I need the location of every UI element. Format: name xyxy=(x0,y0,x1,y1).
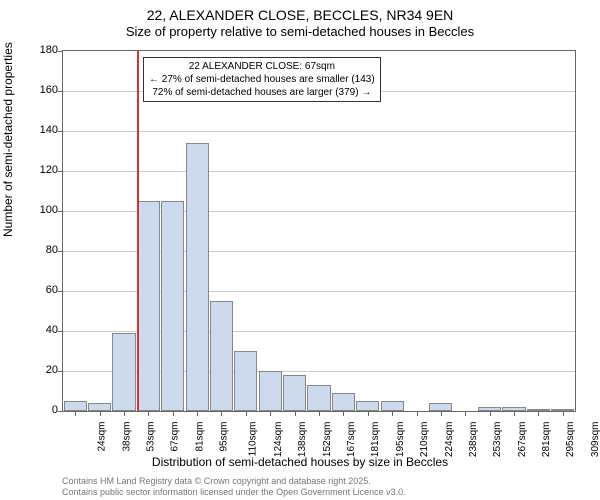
x-tick-label: 281sqm xyxy=(541,422,552,458)
y-tick xyxy=(58,371,63,372)
x-tick xyxy=(465,411,466,416)
x-tick-label: 195sqm xyxy=(395,422,406,458)
x-tick xyxy=(221,411,222,416)
x-tick-label: 295sqm xyxy=(566,422,577,458)
histogram-bar xyxy=(186,143,209,411)
x-tick-label: 167sqm xyxy=(346,422,357,458)
x-tick xyxy=(343,411,344,416)
x-tick-label: 24sqm xyxy=(97,422,108,452)
x-tick-label: 267sqm xyxy=(517,422,528,458)
y-tick-label: 100 xyxy=(28,204,58,216)
x-tick xyxy=(75,411,76,416)
x-tick-label: 210sqm xyxy=(419,422,430,458)
histogram-bar xyxy=(259,371,282,411)
x-tick-label: 67sqm xyxy=(170,422,181,452)
y-tick-label: 0 xyxy=(28,404,58,416)
y-tick xyxy=(58,51,63,52)
x-tick-label: 38sqm xyxy=(121,422,132,452)
y-tick-label: 80 xyxy=(28,244,58,256)
x-tick xyxy=(197,411,198,416)
y-tick xyxy=(58,251,63,252)
reference-line xyxy=(137,51,139,411)
x-tick-label: 53sqm xyxy=(145,422,156,452)
histogram-bar xyxy=(161,201,184,411)
histogram-bar xyxy=(210,301,233,411)
x-tick xyxy=(100,411,101,416)
y-tick-label: 40 xyxy=(28,324,58,336)
histogram-bar xyxy=(88,403,111,411)
histogram-bar xyxy=(429,403,452,411)
histogram-bar xyxy=(381,401,404,411)
y-tick xyxy=(58,91,63,92)
x-tick-label: 138sqm xyxy=(297,422,308,458)
x-tick xyxy=(392,411,393,416)
histogram-bar xyxy=(356,401,379,411)
x-tick xyxy=(148,411,149,416)
annotation-line1: 22 ALEXANDER CLOSE: 67sqm xyxy=(149,60,375,73)
x-tick-label: 124sqm xyxy=(273,422,284,458)
x-tick xyxy=(538,411,539,416)
plot-area: 24sqm38sqm53sqm67sqm81sqm95sqm110sqm124s… xyxy=(62,50,576,412)
x-tick-label: 309sqm xyxy=(590,422,600,458)
y-tick xyxy=(58,411,63,412)
histogram-bar xyxy=(64,401,87,411)
chart-subtitle: Size of property relative to semi-detach… xyxy=(0,24,600,43)
y-tick-label: 60 xyxy=(28,284,58,296)
annotation-line2: ← 27% of semi-detached houses are smalle… xyxy=(149,73,375,86)
y-tick-label: 20 xyxy=(28,364,58,376)
x-tick xyxy=(490,411,491,416)
histogram-bar xyxy=(234,351,257,411)
x-tick-label: 253sqm xyxy=(492,422,503,458)
y-axis-label: Number of semi-detached properties xyxy=(1,42,15,237)
x-tick xyxy=(441,411,442,416)
gridline xyxy=(63,131,575,132)
footer-attribution: Contains HM Land Registry data © Crown c… xyxy=(62,476,406,498)
x-tick xyxy=(124,411,125,416)
y-tick-label: 180 xyxy=(28,44,58,56)
x-tick xyxy=(563,411,564,416)
x-tick-label: 152sqm xyxy=(322,422,333,458)
x-tick xyxy=(246,411,247,416)
footer-line2: Contains public sector information licen… xyxy=(62,487,406,498)
x-tick-label: 238sqm xyxy=(468,422,479,458)
x-tick xyxy=(173,411,174,416)
x-tick-label: 81sqm xyxy=(194,422,205,452)
y-tick xyxy=(58,131,63,132)
x-tick-label: 110sqm xyxy=(248,422,259,457)
y-tick xyxy=(58,331,63,332)
chart-title: 22, ALEXANDER CLOSE, BECCLES, NR34 9EN xyxy=(0,0,600,24)
histogram-bar xyxy=(137,201,160,411)
y-tick xyxy=(58,291,63,292)
annotation-box: 22 ALEXANDER CLOSE: 67sqm ← 27% of semi-… xyxy=(143,57,381,102)
x-tick-label: 181sqm xyxy=(370,422,381,458)
histogram-bar xyxy=(307,385,330,411)
x-tick-label: 95sqm xyxy=(219,422,230,452)
y-tick-label: 120 xyxy=(28,164,58,176)
x-tick xyxy=(417,411,418,416)
y-tick xyxy=(58,211,63,212)
histogram-bar xyxy=(332,393,355,411)
y-tick-label: 140 xyxy=(28,124,58,136)
histogram-bar xyxy=(112,333,135,411)
y-tick xyxy=(58,171,63,172)
x-tick xyxy=(295,411,296,416)
annotation-line3: 72% of semi-detached houses are larger (… xyxy=(149,86,375,99)
x-tick xyxy=(514,411,515,416)
x-tick xyxy=(319,411,320,416)
gridline xyxy=(63,171,575,172)
histogram-bar xyxy=(283,375,306,411)
footer-line1: Contains HM Land Registry data © Crown c… xyxy=(62,476,406,487)
x-axis-label: Distribution of semi-detached houses by … xyxy=(0,455,600,469)
chart-container: 22, ALEXANDER CLOSE, BECCLES, NR34 9EN S… xyxy=(0,0,600,500)
x-tick-label: 224sqm xyxy=(444,422,455,458)
x-tick xyxy=(270,411,271,416)
x-tick xyxy=(368,411,369,416)
y-tick-label: 160 xyxy=(28,84,58,96)
